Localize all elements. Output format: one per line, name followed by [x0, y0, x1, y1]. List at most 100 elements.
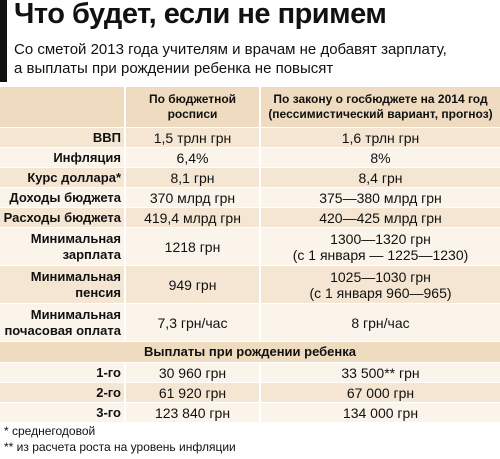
header-cell: По закону о госбюджете на 2014 год (песси… — [259, 87, 500, 128]
value-cell: 1218 грн — [124, 227, 260, 266]
section-title: Выплаты при рождении ребенка — [0, 341, 500, 363]
value-cell: 30 960 грн — [124, 362, 260, 383]
subtitle-line: а выплаты при рождении ребенка не повыся… — [14, 60, 334, 77]
value-cell: 1,6 трлн грн — [259, 127, 500, 148]
cell-line: 1025—1030 грн — [330, 268, 431, 285]
value-cell: 6,4% — [124, 147, 260, 168]
table-row: Доходы бюджета 370 млрд грн 375—380 млрд г… — [0, 187, 500, 208]
cell-line: 1,6 трлн грн — [341, 129, 420, 146]
cell-line: По закону о госбюджете на 2014 год — [273, 92, 488, 106]
cell-line: (пессимистический вариант, прогноз) — [268, 107, 493, 121]
cell-line: 420—425 млрд грн — [319, 209, 442, 226]
row-label: 1-го — [0, 362, 125, 383]
row-label: 2-го — [0, 382, 125, 403]
cell-line: 370 млрд грн — [149, 189, 236, 206]
cell-line: Минимальная — [30, 230, 121, 246]
cell-line: почасовая оплата — [4, 322, 121, 338]
cell-line: ВВП — [92, 129, 121, 145]
cell-line: Минимальная — [30, 306, 121, 322]
header-cell: По бюджетной росписи — [124, 87, 260, 128]
row-label: ВВП — [0, 127, 125, 148]
value-cell: 1,5 трлн грн — [124, 127, 260, 148]
cell-line: (с 1 января — 1225—1230) — [292, 246, 469, 263]
cell-line: 949 грн — [168, 276, 217, 293]
value-cell: 1300—1320 грн (с 1 января — 1225—1230) — [259, 227, 500, 266]
cell-line: 419,4 млрд грн — [144, 209, 241, 226]
cell-line: росписи — [167, 107, 218, 121]
cell-line: Доходы бюджета — [9, 189, 121, 205]
cell-line: пенсия — [75, 284, 121, 300]
value-cell: 8% — [259, 147, 500, 168]
subtitle: Со сметой 2013 года учителям и врачам не… — [14, 40, 447, 78]
value-cell: 1025—1030 грн (с 1 января 960—965) — [259, 265, 500, 304]
value-cell: 8,4 грн — [259, 167, 500, 188]
table-row: Инфляция 6,4% 8% — [0, 147, 500, 168]
cell-line: Курс доллара* — [27, 169, 121, 185]
cell-line: 67 000 грн — [346, 384, 415, 401]
section-row: Выплаты при рождении ребенка — [0, 341, 500, 363]
table-row: 2-го 61 920 грн 67 000 грн — [0, 382, 500, 403]
row-label: Расходы бюджета — [0, 207, 125, 228]
cell-line: 123 840 грн — [154, 404, 231, 421]
table-row: Минимальная пенсия 949 грн 1025—1030 грн (с … — [0, 265, 500, 304]
row-label: Минимальная почасовая оплата — [0, 303, 125, 342]
value-cell: 33 500** грн — [259, 362, 500, 383]
cell-line: 6,4% — [176, 149, 209, 166]
cell-line: По бюджетной — [148, 92, 237, 106]
value-cell: 67 000 грн — [259, 382, 500, 403]
cell-line: 1-го — [96, 364, 121, 380]
cell-line: 1300—1320 грн — [330, 230, 431, 247]
cell-line: Расходы бюджета — [3, 209, 121, 225]
value-cell: 123 840 грн — [124, 402, 260, 423]
cell-line: зарплата — [62, 246, 121, 262]
row-label: Курс доллара* — [0, 167, 125, 188]
table-row: Курс доллара* 8,1 грн 8,4 грн — [0, 167, 500, 188]
cell-line: 8,4 грн — [358, 169, 403, 186]
table-row: Расходы бюджета 419,4 млрд грн 420—425 млр… — [0, 207, 500, 228]
subtitle-line: Со сметой 2013 года учителям и врачам не… — [14, 41, 447, 58]
table: По бюджетной росписи По закону о госбюджет… — [0, 87, 500, 423]
value-cell: 134 000 грн — [259, 402, 500, 423]
cell-line: 61 920 грн — [158, 384, 227, 401]
table-row: 3-го 123 840 грн 134 000 грн — [0, 402, 500, 423]
cell-line: 8 грн/час — [351, 314, 410, 331]
cell-line: 134 000 грн — [342, 404, 419, 421]
table-row: 1-го 30 960 грн 33 500** грн — [0, 362, 500, 383]
row-label: Инфляция — [0, 147, 125, 168]
table-row: ВВП 1,5 трлн грн 1,6 трлн грн — [0, 127, 500, 148]
row-label: 3-го — [0, 402, 125, 423]
cell-line: 3-го — [96, 404, 121, 420]
value-cell: 375—380 млрд грн — [259, 187, 500, 208]
header-row: По бюджетной росписи По закону о госбюджет… — [0, 87, 500, 128]
row-label: Минимальная зарплата — [0, 227, 125, 266]
cell-line: (с 1 января 960—965) — [309, 284, 452, 301]
cell-line: 7,3 грн/час — [157, 314, 228, 331]
footnote: ** из расчета роста на уровень инфляции — [4, 440, 236, 454]
footnotes: * среднегодовой ** из расчета роста на ур… — [4, 423, 236, 455]
accent-bar — [0, 0, 7, 82]
cell-line: 33 500** грн — [341, 364, 420, 381]
cell-line: 375—380 млрд грн — [319, 189, 442, 206]
cell-line: Инфляция — [53, 149, 121, 165]
value-cell: 7,3 грн/час — [124, 303, 260, 342]
row-label: Минимальная пенсия — [0, 265, 125, 304]
cell-line: Минимальная — [30, 268, 121, 284]
cell-line: 30 960 грн — [158, 364, 227, 381]
title: Что будет, если не примем — [14, 0, 387, 30]
cell-line: 8% — [370, 149, 391, 166]
value-cell: 420—425 млрд грн — [259, 207, 500, 228]
value-cell: 949 грн — [124, 265, 260, 304]
value-cell: 61 920 грн — [124, 382, 260, 403]
value-cell: 8 грн/час — [259, 303, 500, 342]
table-row: Минимальная почасовая оплата 7,3 грн/час 8 … — [0, 303, 500, 342]
cell-line: 1,5 трлн грн — [153, 129, 232, 146]
value-cell: 8,1 грн — [124, 167, 260, 188]
cell-line: 2-го — [96, 384, 121, 400]
cell-line: 1218 грн — [164, 238, 221, 255]
footnote: * среднегодовой — [4, 424, 96, 438]
cell-line: 8,1 грн — [170, 169, 215, 186]
header-cell — [0, 87, 125, 128]
table-row: Минимальная зарплата 1218 грн 1300—1320 грн… — [0, 227, 500, 266]
value-cell: 370 млрд грн — [124, 187, 260, 208]
value-cell: 419,4 млрд грн — [124, 207, 260, 228]
